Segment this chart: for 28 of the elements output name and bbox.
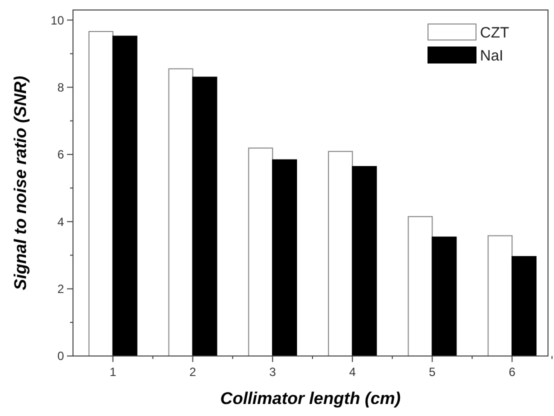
x-tick-label: 5 (428, 365, 436, 379)
x-axis-title: Collimator length (cm) (220, 389, 402, 408)
bar (192, 76, 218, 356)
bar (512, 256, 537, 356)
y-tick-label: 0 (57, 349, 64, 364)
y-tick-label: 6 (57, 148, 64, 162)
y-tick-label: 10 (50, 13, 64, 28)
legend-label: CZT (480, 24, 510, 42)
y-tick-label: 2 (57, 282, 64, 296)
bar (352, 166, 377, 356)
bar (432, 236, 457, 356)
x-tick-label: 2 (189, 365, 196, 379)
x-tick-label: 1 (110, 365, 117, 379)
x-tick-label: 3 (269, 365, 276, 379)
y-axis-title: Signal to noise ratio (SNR) (11, 75, 30, 290)
bar (272, 159, 298, 356)
bar (88, 31, 114, 356)
y-tick-label: 8 (57, 80, 64, 94)
x-tick-label: 6 (508, 365, 516, 379)
x-tick-label: 4 (349, 365, 356, 379)
bar (328, 150, 353, 356)
bar (488, 235, 513, 356)
bar (168, 68, 194, 356)
y-tick-label: 4 (57, 214, 64, 229)
bar (408, 216, 433, 356)
bar (112, 36, 138, 356)
bar (248, 148, 274, 356)
legend-label: NaI (480, 47, 504, 64)
